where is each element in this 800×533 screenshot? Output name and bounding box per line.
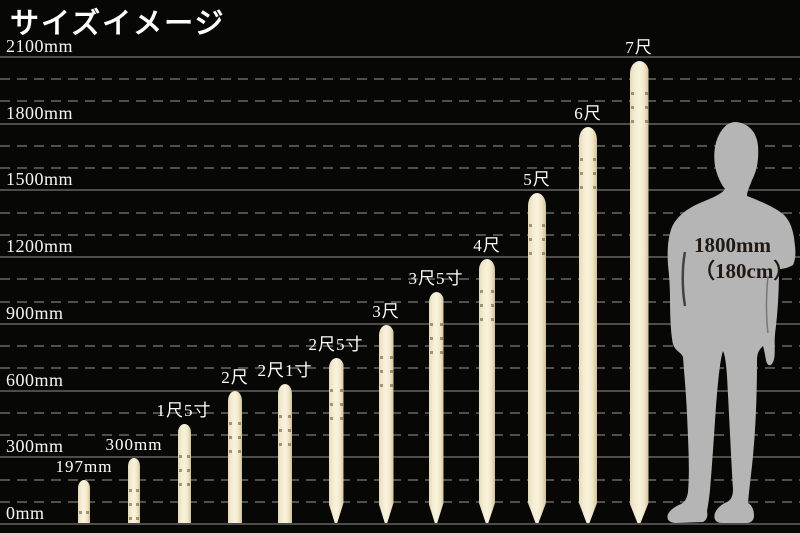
stake-label-2尺1寸: 2尺1寸 <box>257 361 313 380</box>
stake-label-7尺: 7尺 <box>625 38 653 57</box>
stake-label-3尺5寸: 3尺5寸 <box>408 269 464 288</box>
stake-label-3尺: 3尺 <box>372 302 400 321</box>
stake-bar-2尺5寸 <box>329 358 344 523</box>
gridline-solid-900mm <box>0 323 800 325</box>
gridline-dashed-200mm <box>0 479 800 481</box>
gridline-solid-0mm <box>0 523 800 525</box>
stake-label-2尺5寸: 2尺5寸 <box>308 335 364 354</box>
y-axis-label-0mm: 0mm <box>6 503 45 523</box>
stake-bar-1尺5寸 <box>177 424 191 523</box>
stake-bar-5尺 <box>528 193 546 523</box>
stake-label-5尺: 5尺 <box>523 170 551 189</box>
y-axis-label-1800mm: 1800mm <box>6 103 74 123</box>
gridline-solid-2100mm <box>0 56 800 58</box>
gridline-dashed-800mm <box>0 345 800 347</box>
gridline-solid-1500mm <box>0 189 800 191</box>
stake-bar-3尺 <box>379 325 394 523</box>
y-axis-label-300mm: 300mm <box>6 436 64 456</box>
gridline-solid-1800mm <box>0 123 800 125</box>
gridline-dashed-1900mm <box>0 100 800 102</box>
gridline-dashed-100mm <box>0 501 800 503</box>
y-axis-label-600mm: 600mm <box>6 370 64 390</box>
figure-height-cm: （180cm） <box>694 259 795 283</box>
gridline-dashed-1400mm <box>0 212 800 214</box>
gridline-dashed-1000mm <box>0 301 800 303</box>
stake-bar-2尺1寸 <box>278 384 292 523</box>
y-axis-label-1200mm: 1200mm <box>6 236 74 256</box>
y-axis-label-1500mm: 1500mm <box>6 169 74 189</box>
gridline-solid-300mm <box>0 456 800 458</box>
stake-label-4尺: 4尺 <box>473 236 501 255</box>
human-silhouette <box>667 122 796 523</box>
gridline-dashed-500mm <box>0 412 800 414</box>
gridline-dashed-1300mm <box>0 234 800 236</box>
gridline-dashed-700mm <box>0 367 800 369</box>
gridline-dashed-400mm <box>0 434 800 436</box>
gridline-dashed-2000mm <box>0 78 800 80</box>
silhouette-arm-crease <box>681 251 687 307</box>
page-title: サイズイメージ <box>10 8 226 40</box>
gridline-solid-600mm <box>0 390 800 392</box>
figure-height-mm: 1800mm <box>694 233 771 257</box>
y-axis-label-900mm: 900mm <box>6 303 64 323</box>
gridline-dashed-1100mm <box>0 278 800 280</box>
stake-bar-3尺5寸 <box>429 292 444 523</box>
stake-label-300mm: 300mm <box>105 435 163 454</box>
stake-bar-197mm <box>78 480 90 523</box>
gridline-dashed-1600mm <box>0 167 800 169</box>
silhouette-arm-crease-right <box>765 275 769 334</box>
stake-bar-300mm <box>128 458 140 523</box>
y-axis-label-2100mm: 2100mm <box>6 36 74 56</box>
stake-label-6尺: 6尺 <box>574 104 602 123</box>
stake-bar-7尺 <box>630 61 649 523</box>
stake-label-197mm: 197mm <box>55 457 113 476</box>
gridline-solid-1200mm <box>0 256 800 258</box>
gridline-dashed-1700mm <box>0 145 800 147</box>
stake-bar-6尺 <box>579 127 597 523</box>
stake-bar-4尺 <box>479 259 495 523</box>
stake-label-1尺5寸: 1尺5寸 <box>156 401 212 420</box>
stake-bar-2尺 <box>228 391 242 523</box>
stake-label-2尺: 2尺 <box>221 368 249 387</box>
figure-height-label: 1800mm （180cm） <box>694 232 794 284</box>
